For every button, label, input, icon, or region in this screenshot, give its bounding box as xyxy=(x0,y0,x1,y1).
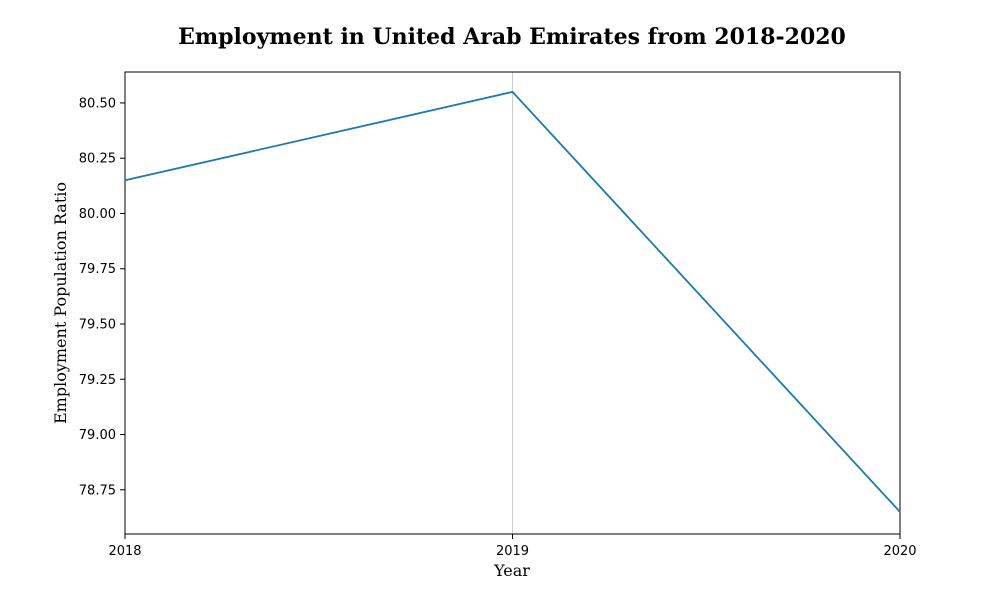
y-tick-label: 80.50 xyxy=(79,96,116,111)
y-axis-label: Employment Population Ratio xyxy=(51,182,70,424)
data-point xyxy=(899,510,901,513)
y-tick-label: 78.75 xyxy=(79,483,116,498)
y-axis-ticks: 78.75 79.00 79.25 79.50 79.75 80.00 80.25 80.50 xyxy=(79,96,125,498)
x-tick-label: 2020 xyxy=(883,544,916,559)
data-point xyxy=(124,179,126,182)
y-tick-label: 80.25 xyxy=(79,152,116,167)
x-axis-label: Year xyxy=(493,561,530,580)
x-tick-label: 2018 xyxy=(108,544,141,559)
chart-title: Employment in United Arab Emirates from … xyxy=(178,24,846,50)
y-tick-label: 79.25 xyxy=(79,373,116,388)
series-layer xyxy=(124,90,901,513)
x-axis-ticks: 2018 2019 2020 xyxy=(108,534,917,559)
y-tick-label: 79.75 xyxy=(79,262,116,277)
y-tick-label: 79.00 xyxy=(79,428,116,443)
y-tick-label: 79.50 xyxy=(79,318,116,333)
y-tick-label: 80.00 xyxy=(79,207,116,222)
data-point xyxy=(511,90,514,93)
x-tick-label: 2019 xyxy=(496,544,529,559)
